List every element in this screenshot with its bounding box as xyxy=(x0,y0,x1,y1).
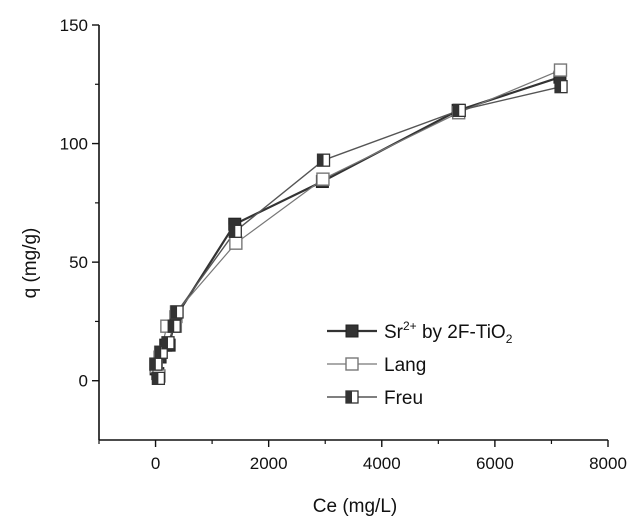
data-point xyxy=(149,357,163,371)
data-point xyxy=(452,103,466,118)
data-point xyxy=(228,224,242,238)
marker-fill xyxy=(453,104,460,117)
marker-fill xyxy=(171,305,178,318)
x-tick-label: 4000 xyxy=(363,454,401,473)
y-tick-label: 50 xyxy=(69,253,88,272)
y-axis-title: q (mg/g) xyxy=(20,228,41,299)
legend-marker xyxy=(345,324,359,338)
legend-label: Lang xyxy=(384,355,426,376)
marker-fill xyxy=(346,391,352,403)
x-tick-label: 2000 xyxy=(250,454,288,473)
marker-fill xyxy=(152,372,159,385)
x-axis-title: Ce (mg/L) xyxy=(313,496,397,517)
legend-marker xyxy=(345,357,359,371)
data-point xyxy=(167,319,181,333)
data-point xyxy=(161,336,175,350)
marker-fill xyxy=(229,225,236,238)
marker-fill xyxy=(555,80,562,93)
data-point xyxy=(553,63,568,77)
x-tick-label: 6000 xyxy=(476,454,514,473)
legend-entry: Lang xyxy=(327,355,426,376)
series-markers xyxy=(149,63,568,385)
legend-label: Freu xyxy=(384,388,423,409)
x-tick-label: 0 xyxy=(151,454,160,473)
marker-body xyxy=(229,236,243,250)
data-point xyxy=(554,80,568,94)
data-point xyxy=(151,371,166,385)
legend-entry: Sr2+ by 2F-TiO2 xyxy=(327,319,513,346)
marker-fill xyxy=(161,336,168,349)
legend-marker xyxy=(345,390,359,404)
y-tick-label: 0 xyxy=(79,372,88,391)
marker-fill xyxy=(155,346,162,359)
y-tick-label: 150 xyxy=(60,16,88,35)
data-point xyxy=(316,153,331,167)
y-tick-label: 100 xyxy=(60,135,88,154)
axes: 0 2000 4000 6000 8000 0 50 100 150 xyxy=(60,16,627,473)
legend-entry: Freu xyxy=(327,388,423,409)
x-tick-label: 8000 xyxy=(589,454,627,473)
data-point xyxy=(170,305,184,319)
data-point xyxy=(316,172,330,186)
marker-fill xyxy=(317,154,324,167)
marker-body xyxy=(345,357,359,371)
legend: Sr2+ by 2F-TiO2 Lang Freu xyxy=(327,319,513,409)
marker-body xyxy=(345,324,359,338)
data-point xyxy=(229,236,243,250)
marker-fill xyxy=(149,358,156,371)
legend-label: Sr2+ by 2F-TiO2 xyxy=(384,319,513,346)
marker-body xyxy=(316,172,330,186)
marker-fill xyxy=(168,320,175,333)
marker-body xyxy=(553,63,568,77)
